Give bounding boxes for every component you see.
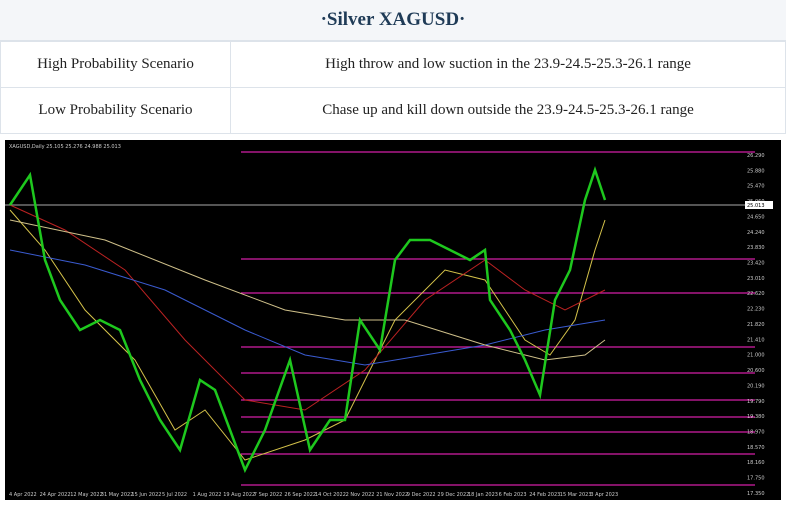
scenario-table: High Probability Scenario High throw and … — [0, 41, 786, 134]
x-tick-label: 6 Feb 2023 — [499, 492, 527, 498]
x-tick-label: 14 Oct 2022 — [315, 492, 346, 498]
y-tick-label: 20.190 — [747, 383, 765, 389]
y-tick-label: 21.820 — [747, 322, 765, 328]
x-tick-label: 24 Feb 2023 — [529, 492, 560, 498]
y-tick-label: 25.880 — [747, 168, 765, 174]
y-tick-label: 20.600 — [747, 368, 765, 374]
y-tick-label: 18.970 — [747, 429, 765, 435]
x-tick-label: 29 Dec 2022 — [437, 492, 469, 498]
y-tick-label: 26.290 — [747, 153, 765, 159]
y-tick-label: 21.000 — [747, 353, 765, 359]
price-label: 25.013 — [747, 203, 765, 209]
x-tick-label: 15 Jun 2022 — [131, 492, 161, 498]
chart-info: XAGUSD,Daily 25.105 25.276 24.988 25.013 — [9, 144, 121, 150]
cell: Low Probability Scenario — [0, 87, 231, 134]
x-tick-label: 7 Sep 2022 — [254, 492, 283, 498]
x-tick-label: 24 Apr 2022 — [40, 492, 71, 498]
cell: High Probability Scenario — [0, 41, 231, 88]
y-tick-label: 19.380 — [747, 414, 765, 420]
y-tick-label: 24.240 — [747, 230, 765, 236]
x-tick-label: 31 May 2022 — [101, 492, 134, 498]
x-tick-label: 21 Nov 2022 — [376, 492, 408, 498]
y-tick-label: 23.420 — [747, 261, 765, 267]
x-tick-label: 19 Aug 2022 — [223, 492, 255, 498]
x-tick-label: 5 Jul 2022 — [162, 492, 187, 498]
price-label-bg — [745, 201, 773, 209]
x-tick-label: 18 Jan 2023 — [468, 492, 498, 498]
price-chart: XAGUSD,Daily 25.105 25.276 24.988 25.013… — [5, 140, 781, 500]
x-tick-label: 3 Apr 2023 — [590, 492, 618, 498]
y-tick-label: 17.350 — [747, 491, 765, 497]
y-tick-label: 17.750 — [747, 476, 765, 482]
levels — [5, 151, 755, 486]
x-tick-label: 4 Apr 2022 — [9, 492, 37, 498]
x-tick-label: 26 Sep 2022 — [284, 492, 316, 498]
x-tick-label: 2 Nov 2022 — [346, 492, 375, 498]
title: ·Silver XAGUSD· — [0, 0, 786, 41]
y-tick-label: 23.010 — [747, 276, 765, 282]
y-tick-label: 19.790 — [747, 399, 765, 405]
y-tick-label: 24.650 — [747, 214, 765, 220]
y-tick-label: 22.230 — [747, 307, 765, 313]
cell: Chase up and kill down outside the 23.9-… — [230, 87, 786, 134]
y-tick-label: 21.410 — [747, 337, 765, 343]
cell: High throw and low suction in the 23.9-2… — [230, 41, 786, 88]
price-line — [8, 166, 607, 474]
x-tick-label: 1 Aug 2022 — [193, 492, 222, 498]
y-tick-label: 25.470 — [747, 184, 765, 190]
y-tick-label: 22.620 — [747, 291, 765, 297]
x-tick-label: 9 Dec 2022 — [407, 492, 436, 498]
y-tick-label: 23.830 — [747, 245, 765, 251]
x-tick-label: 12 May 2022 — [70, 492, 103, 498]
x-tick-label: 15 Mar 2023 — [560, 492, 592, 498]
y-tick-label: 18.570 — [747, 445, 765, 451]
y-tick-label: 18.160 — [747, 460, 765, 466]
